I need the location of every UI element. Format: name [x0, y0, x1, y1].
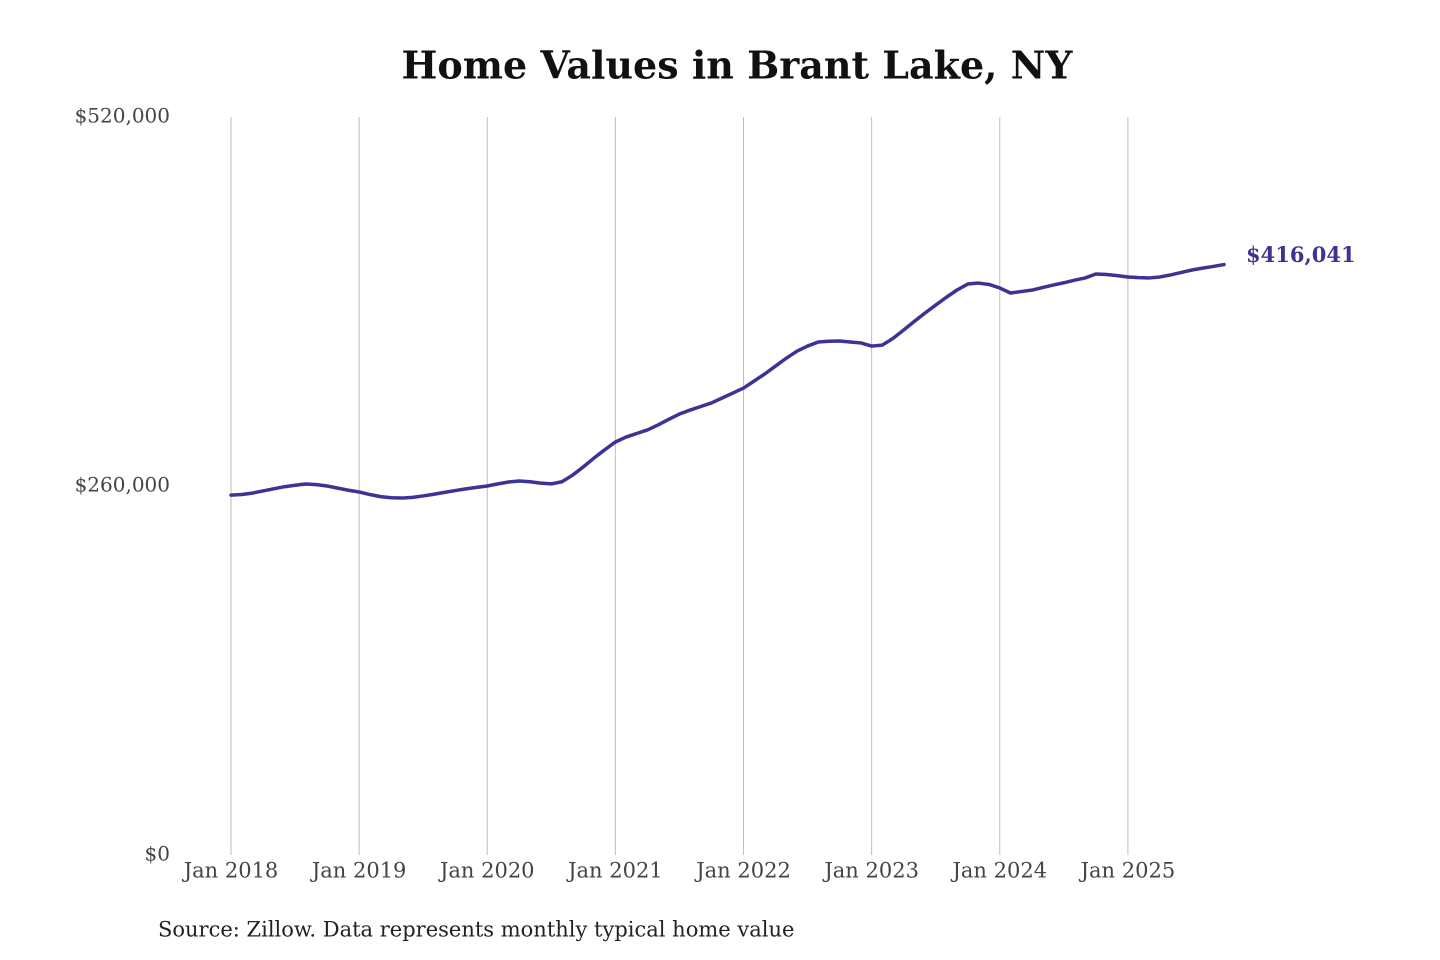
x-tick-label: Jan 2018 [182, 859, 279, 883]
x-tick-label: Jan 2023 [822, 859, 919, 883]
y-tick-label: $0 [145, 842, 170, 866]
chart-title: Home Values in Brant Lake, NY [402, 43, 1074, 88]
x-tick-label: Jan 2022 [694, 859, 791, 883]
y-tick-label: $520,000 [75, 104, 170, 128]
x-tick-label: Jan 2021 [566, 859, 663, 883]
x-tick-label: Jan 2019 [310, 859, 407, 883]
line-series [229, 262, 1226, 500]
x-tick-label: Jan 2025 [1079, 859, 1176, 883]
y-tick-label: $260,000 [75, 473, 170, 497]
x-tick-label: Jan 2020 [438, 859, 535, 883]
x-tick-label: Jan 2024 [950, 859, 1047, 883]
end-value-label: $416,041 [1246, 242, 1356, 267]
source-note: Source: Zillow. Data represents monthly … [158, 918, 794, 942]
